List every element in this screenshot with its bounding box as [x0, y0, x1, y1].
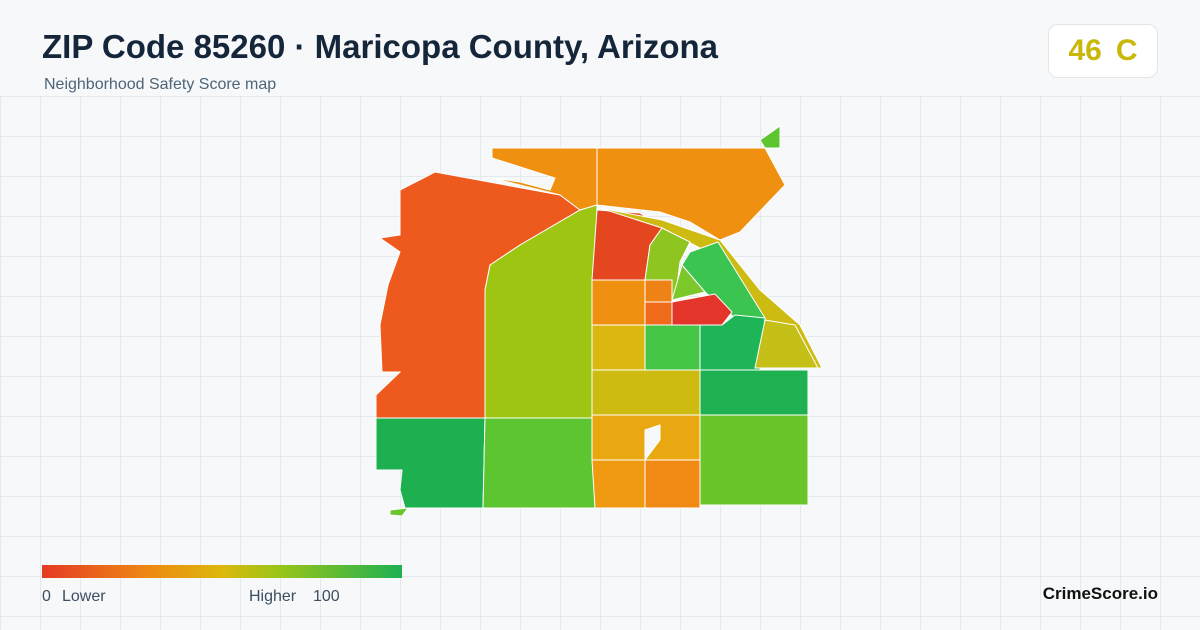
- area: [671, 263, 706, 301]
- area: [591, 414, 701, 461]
- legend-max-label: Higher: [249, 588, 297, 605]
- area: [644, 324, 701, 371]
- area: [644, 279, 673, 303]
- area: [699, 369, 809, 416]
- area: [754, 319, 819, 369]
- legend-min: 0: [42, 588, 51, 605]
- area: [482, 417, 596, 509]
- score-grade: C: [1115, 34, 1138, 67]
- area: [699, 414, 809, 506]
- brand: CrimeScore.io: [1042, 584, 1158, 603]
- area: [375, 417, 486, 509]
- area: [671, 293, 733, 326]
- area: [591, 369, 701, 416]
- area: [591, 459, 646, 509]
- legend-max: 100: [313, 588, 340, 605]
- subtitle: Neighborhood Safety Score map: [44, 76, 277, 93]
- legend-min-label: Lower: [62, 588, 106, 605]
- area: [644, 301, 673, 326]
- title: ZIP Code 85260 · Maricopa County, Arizon…: [42, 28, 719, 65]
- legend-gradient: [42, 565, 402, 578]
- area: [759, 125, 781, 149]
- area: [591, 324, 646, 371]
- score-value: 46: [1068, 34, 1102, 67]
- score-badge: 46 C: [1048, 24, 1158, 78]
- area: [389, 507, 410, 517]
- area: [591, 279, 646, 326]
- area: [644, 459, 701, 509]
